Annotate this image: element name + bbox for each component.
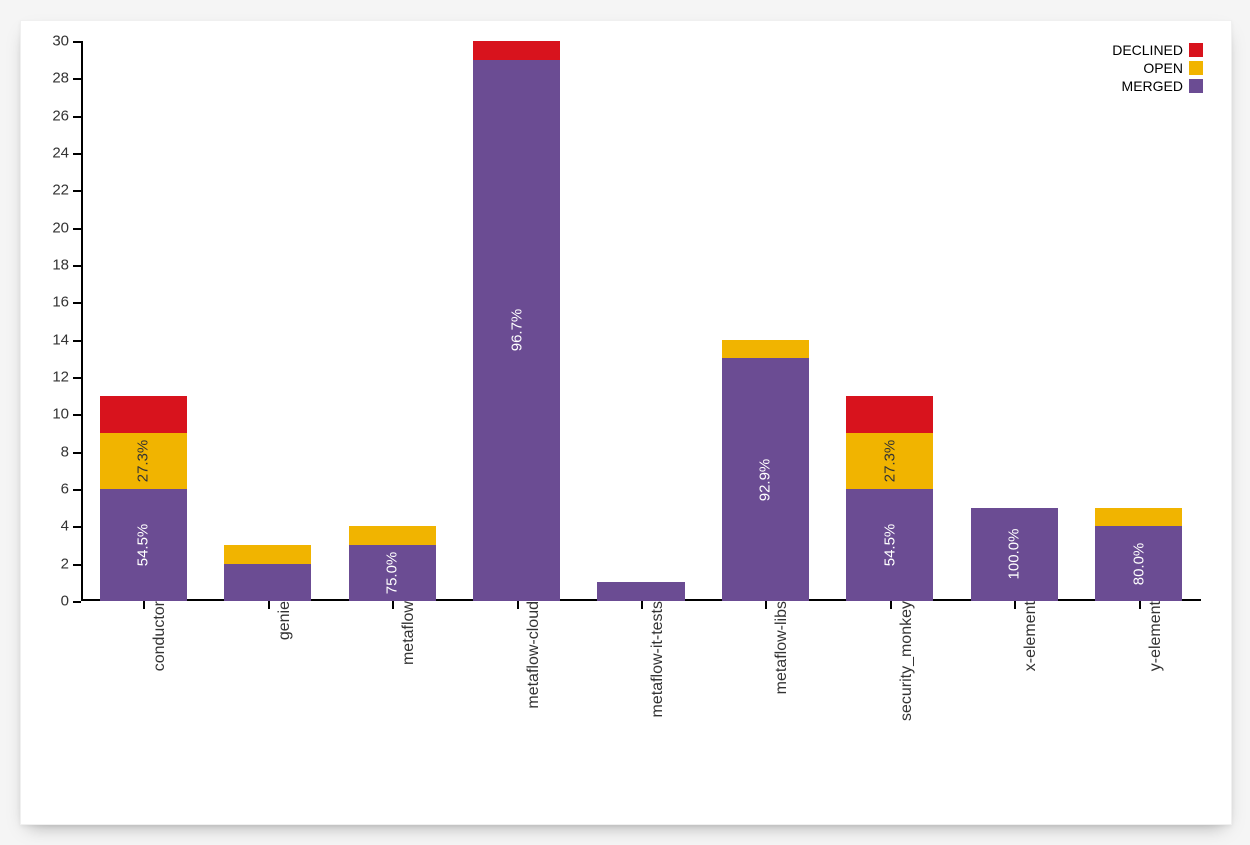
bar-conductor: 54.5% 27.3% (100, 396, 187, 601)
bar-percent-label: 27.3% (881, 440, 898, 483)
bar-segment (846, 396, 933, 433)
x-label: metaflow-it-tests (635, 601, 667, 717)
x-label: conductor (137, 601, 169, 671)
bar-segment: 100.0% (971, 508, 1058, 601)
bar-segment: 54.5% (846, 489, 933, 601)
bar-percent-label: 75.0% (384, 552, 401, 595)
x-label: metaflow-libs (759, 601, 791, 694)
y-tick-label: 14 (52, 331, 81, 348)
y-axis (81, 41, 83, 601)
x-label: security_monkey (884, 601, 916, 721)
y-tick-label: 22 (52, 182, 81, 199)
bar-metaflow: 75.0% (349, 526, 436, 601)
y-tick-label: 10 (52, 406, 81, 423)
bar-segment (473, 41, 560, 60)
x-label: metaflow (386, 601, 418, 665)
bar-segment (100, 396, 187, 433)
bar-metaflow-cloud: 96.7% (473, 41, 560, 601)
bar-percent-label: 96.7% (508, 309, 525, 352)
x-label: x-element (1008, 601, 1040, 671)
bar-percent-label: 27.3% (135, 440, 152, 483)
bar-segment (224, 545, 311, 564)
bar-security_monkey: 54.5% 27.3% (846, 396, 933, 601)
bar-y-element: 80.0% (1095, 508, 1182, 601)
bar-segment (1095, 508, 1182, 527)
y-tick-label: 26 (52, 107, 81, 124)
x-label: genie (262, 601, 294, 640)
x-label: y-element (1133, 601, 1165, 671)
y-tick-label: 6 (61, 481, 81, 498)
y-tick-label: 4 (61, 518, 81, 535)
x-label: metaflow-cloud (511, 601, 543, 709)
bar-metaflow-libs: 92.9% (722, 340, 809, 601)
y-tick-label: 0 (61, 593, 81, 610)
bar-segment (349, 526, 436, 545)
bar-percent-label: 80.0% (1130, 542, 1147, 585)
y-tick-label: 18 (52, 257, 81, 274)
y-tick-label: 20 (52, 219, 81, 236)
bar-segment: 27.3% (100, 433, 187, 489)
bar-segment: 27.3% (846, 433, 933, 489)
y-tick-label: 28 (52, 70, 81, 87)
y-tick-label: 30 (52, 33, 81, 50)
plot-area: 024681012141618202224262830conductor54.5… (81, 41, 1201, 601)
y-tick-label: 24 (52, 145, 81, 162)
bar-x-element: 100.0% (971, 508, 1058, 601)
bar-segment: 75.0% (349, 545, 436, 601)
bar-segment (597, 582, 684, 601)
y-tick-label: 12 (52, 369, 81, 386)
bar-percent-label: 100.0% (1006, 529, 1023, 580)
bar-segment (224, 564, 311, 601)
bar-metaflow-it-tests (597, 582, 684, 601)
chart-container: DECLINED OPEN MERGED 0246810121416182022… (20, 20, 1232, 825)
bar-percent-label: 54.5% (135, 524, 152, 567)
bar-genie (224, 545, 311, 601)
bar-segment: 92.9% (722, 358, 809, 601)
bar-segment: 80.0% (1095, 526, 1182, 601)
y-tick-label: 16 (52, 294, 81, 311)
bar-segment (722, 340, 809, 359)
y-tick-label: 2 (61, 555, 81, 572)
bar-percent-label: 54.5% (881, 524, 898, 567)
bar-segment: 54.5% (100, 489, 187, 601)
bar-segment: 96.7% (473, 60, 560, 601)
bar-percent-label: 92.9% (757, 458, 774, 501)
y-tick-label: 8 (61, 443, 81, 460)
